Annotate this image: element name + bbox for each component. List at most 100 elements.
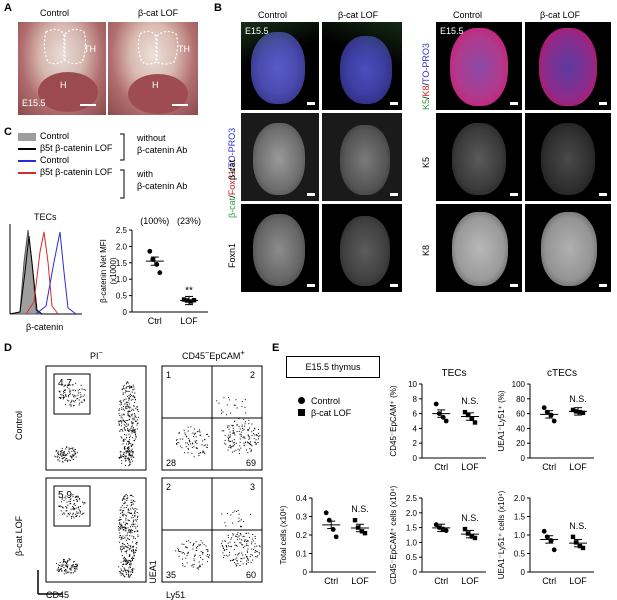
y-tick-label: 60	[516, 410, 525, 419]
flow-event	[72, 384, 74, 386]
flow-event	[199, 431, 201, 433]
flow-event	[79, 510, 81, 512]
flow-event	[129, 575, 131, 577]
flow-event	[249, 448, 251, 450]
flow-event	[78, 509, 80, 511]
flow-event	[197, 566, 199, 568]
flow-event	[127, 497, 129, 499]
flow-event	[227, 449, 229, 451]
flow-event	[244, 541, 246, 543]
flow-event	[228, 425, 230, 427]
flow-event	[122, 405, 124, 407]
flow-event	[207, 444, 209, 446]
flow-event	[58, 564, 60, 566]
flow-event	[197, 568, 199, 570]
flow-event	[68, 558, 70, 560]
flow-event	[67, 460, 69, 462]
flow-event	[134, 551, 136, 553]
flow-event	[129, 406, 131, 408]
flow-event	[253, 430, 255, 432]
flow-event	[64, 389, 66, 391]
flow-event	[69, 391, 71, 393]
flow-event	[57, 450, 59, 452]
flow-event	[69, 389, 71, 391]
flow-event	[125, 390, 127, 392]
flow-event	[253, 433, 255, 435]
flow-event	[240, 560, 242, 562]
flow-event	[61, 458, 63, 460]
y-tick-label: 2.5	[116, 226, 128, 235]
flow-event	[224, 434, 226, 436]
thymus-outline-lof	[137, 30, 179, 65]
flow-event	[198, 454, 200, 456]
flow-event	[59, 505, 61, 507]
flow-event	[129, 393, 131, 395]
flow-event	[238, 553, 240, 555]
flow-event	[122, 573, 124, 575]
flow-event	[133, 431, 135, 433]
flow-event	[127, 576, 129, 578]
flow-event	[132, 395, 134, 397]
flow-event	[193, 560, 195, 562]
flow-event	[130, 560, 132, 562]
flow-event	[80, 394, 82, 396]
flow-event	[63, 395, 65, 397]
flow-event	[76, 565, 78, 567]
flow-event	[187, 553, 189, 555]
data-point	[573, 540, 579, 545]
flow-event	[129, 387, 131, 389]
flow-event	[246, 555, 248, 557]
flow-event	[118, 420, 120, 422]
flow-event	[72, 572, 74, 574]
flow-event	[187, 448, 189, 450]
flow-event	[125, 535, 127, 537]
flow-event	[126, 522, 128, 524]
data-point	[465, 531, 471, 536]
flow-event	[129, 462, 131, 464]
flow-event	[130, 399, 132, 401]
flow-event	[124, 529, 126, 531]
flow-event	[244, 437, 246, 439]
flow-event	[79, 396, 81, 398]
flow-event	[190, 443, 192, 445]
flow-event	[194, 440, 196, 442]
flow-event	[65, 495, 67, 497]
flow-event	[134, 396, 136, 398]
flow-event	[118, 456, 120, 458]
flow-event	[122, 440, 124, 442]
y-tick-label: 1.0	[406, 538, 418, 547]
flow-event	[84, 502, 86, 504]
scale-bar	[307, 284, 315, 287]
flow-event	[193, 446, 195, 448]
flow-event	[127, 508, 129, 510]
flow-event	[130, 409, 132, 411]
panel-a-label: A	[4, 2, 12, 14]
flow-event	[124, 464, 126, 466]
legend-entry: β5t β-catenin LOF	[18, 166, 112, 178]
flow-event	[120, 402, 122, 404]
flow-event	[239, 538, 241, 540]
flow-event	[130, 512, 132, 514]
flow-event	[247, 452, 249, 454]
flow-event	[128, 450, 130, 452]
flow-event	[74, 509, 76, 511]
flow-event	[120, 519, 122, 521]
flow-event	[74, 508, 76, 510]
flow-event	[74, 566, 76, 568]
flow-event	[122, 526, 124, 528]
flow-event	[247, 545, 249, 547]
flow-event	[127, 428, 129, 430]
flow-event	[228, 428, 230, 430]
flow-event	[130, 458, 132, 460]
flow-event	[227, 426, 229, 428]
data-point	[472, 535, 478, 541]
flow-event	[254, 441, 256, 443]
flow-event	[255, 439, 257, 441]
flow-event	[125, 528, 127, 530]
flow-event	[124, 421, 126, 423]
flow-event	[126, 450, 128, 452]
flow-event	[228, 438, 230, 440]
flow-event	[127, 381, 129, 383]
y-axis-label: CD45⁻EpCAM⁺ (%)	[389, 385, 398, 456]
flow-event	[66, 446, 68, 448]
